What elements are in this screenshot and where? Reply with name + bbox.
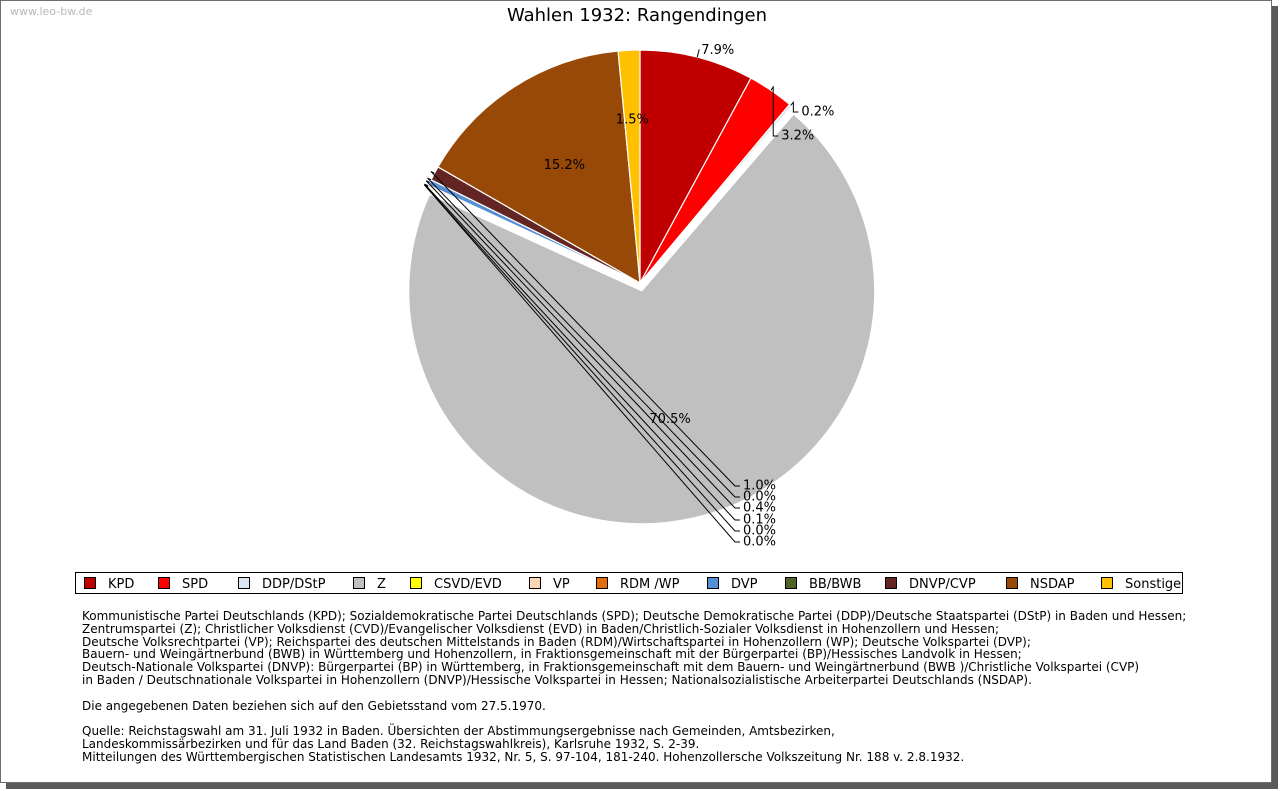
legend-swatch (1101, 577, 1113, 589)
party-note-line: Kommunistische Partei Deutschlands (KPD)… (82, 609, 1187, 623)
pie-slice-z (408, 113, 876, 525)
legend-label: Z (377, 577, 386, 592)
legend-item-csvd: CSVD/EVD (410, 577, 502, 592)
leader-line-spd (770, 85, 779, 137)
pie-slice-ddp-dstp (639, 103, 793, 284)
legend-item-vp: VP (529, 577, 570, 592)
legend-label: DVP (731, 577, 758, 592)
pie-slice-nsdap (437, 50, 641, 285)
legend-item-dnvp: DNVP/CVP (885, 577, 976, 592)
legend-item-z: Z (353, 577, 386, 592)
legend-item-nsdap: NSDAP (1006, 577, 1075, 592)
legend-item-rdm: RDM /WP (596, 577, 680, 592)
pie-slice-sonstige (617, 49, 641, 284)
legend-label: VP (553, 577, 570, 592)
legend-swatch (410, 577, 422, 589)
data-label-dnvp-cvp: 1.0% (743, 479, 776, 494)
data-label-dvp: 0.4% (743, 501, 776, 516)
chart-legend: KPD SPD DDP/DStP Z CSVD/EVD VP RDM /WP D… (75, 572, 1183, 594)
legend-swatch (885, 577, 897, 589)
legend-swatch (158, 577, 170, 589)
leader-line-kpd (696, 49, 700, 58)
legend-label: KPD (108, 577, 135, 592)
legend-swatch (707, 577, 719, 589)
leader-line-dnvp-cvp (430, 171, 740, 487)
legend-item-kpd: KPD (84, 577, 135, 592)
data-label-ddp-dstp: 0.2% (801, 105, 834, 120)
legend-label: SPD (182, 577, 209, 592)
site-watermark: www.leo-bw.de (10, 5, 93, 18)
legend-swatch (529, 577, 541, 589)
source-line: Landeskommissärbezirken und für das Land… (82, 736, 700, 751)
data-label-nsdap: 15.2% (544, 158, 585, 173)
legend-swatch (785, 577, 797, 589)
data-label-sonstige: 1.5% (616, 113, 649, 128)
data-label-z: 70.5% (649, 412, 690, 427)
legend-label: RDM /WP (620, 577, 680, 592)
party-note-line: Zentrumspartei (Z); Christlicher Volksdi… (82, 621, 1000, 636)
legend-label: NSDAP (1030, 577, 1075, 592)
footnotes: Kommunistische Partei Deutschlands (KPD)… (82, 610, 1186, 764)
legend-swatch (1006, 577, 1018, 589)
leader-line-bb-bwb (427, 177, 740, 498)
legend-swatch (238, 577, 250, 589)
leader-line-ddp-dstp (790, 100, 799, 113)
legend-swatch (84, 577, 96, 589)
territory-note: Die angegebenen Daten beziehen sich auf … (82, 698, 546, 713)
data-label-kpd: 7.9% (701, 43, 734, 58)
leader-line-dvp (425, 180, 740, 509)
legend-item-ddp: DDP/DStP (238, 577, 326, 592)
legend-item-bb: BB/BWB (785, 577, 862, 592)
legend-item-spd: SPD (158, 577, 209, 592)
data-label-vp: 0.0% (743, 524, 776, 539)
legend-label: Sonstige (1125, 577, 1182, 592)
legend-swatch (353, 577, 365, 589)
legend-label: CSVD/EVD (434, 577, 502, 592)
data-label-csvd-evd: 0.0% (743, 535, 776, 550)
legend-label: DNVP/CVP (909, 577, 976, 592)
leader-line-rdm-wp (424, 183, 740, 521)
legend-item-dvp: DVP (707, 577, 758, 592)
party-note-line: Deutsche Volksrechtpartei (VP); Reichspa… (82, 634, 1031, 649)
chart-title: Wahlen 1932: Rangendingen (506, 5, 768, 26)
legend-item-sonstige: Sonstige (1101, 577, 1182, 592)
party-note-line: Deutsch-Nationale Volkspartei (DNVP): Bü… (82, 660, 1140, 675)
data-label-spd: 3.2% (781, 129, 814, 144)
source-line: Quelle: Reichstagswahl am 31. Juli 1932 … (82, 724, 835, 739)
data-label-bb-bwb: 0.0% (743, 490, 776, 505)
party-note-line: Bauern- und Weingärtnerbund (BWB) in Wür… (82, 647, 1022, 662)
legend-label: BB/BWB (809, 577, 862, 592)
data-label-rdm-wp: 0.1% (743, 513, 776, 528)
legend-swatch (596, 577, 608, 589)
legend-label: DDP/DStP (262, 577, 326, 592)
source-line: Mitteilungen des Württembergischen Stati… (82, 749, 965, 764)
party-note-line: in Baden / Deutschnationale Volkspartei … (82, 672, 1032, 687)
